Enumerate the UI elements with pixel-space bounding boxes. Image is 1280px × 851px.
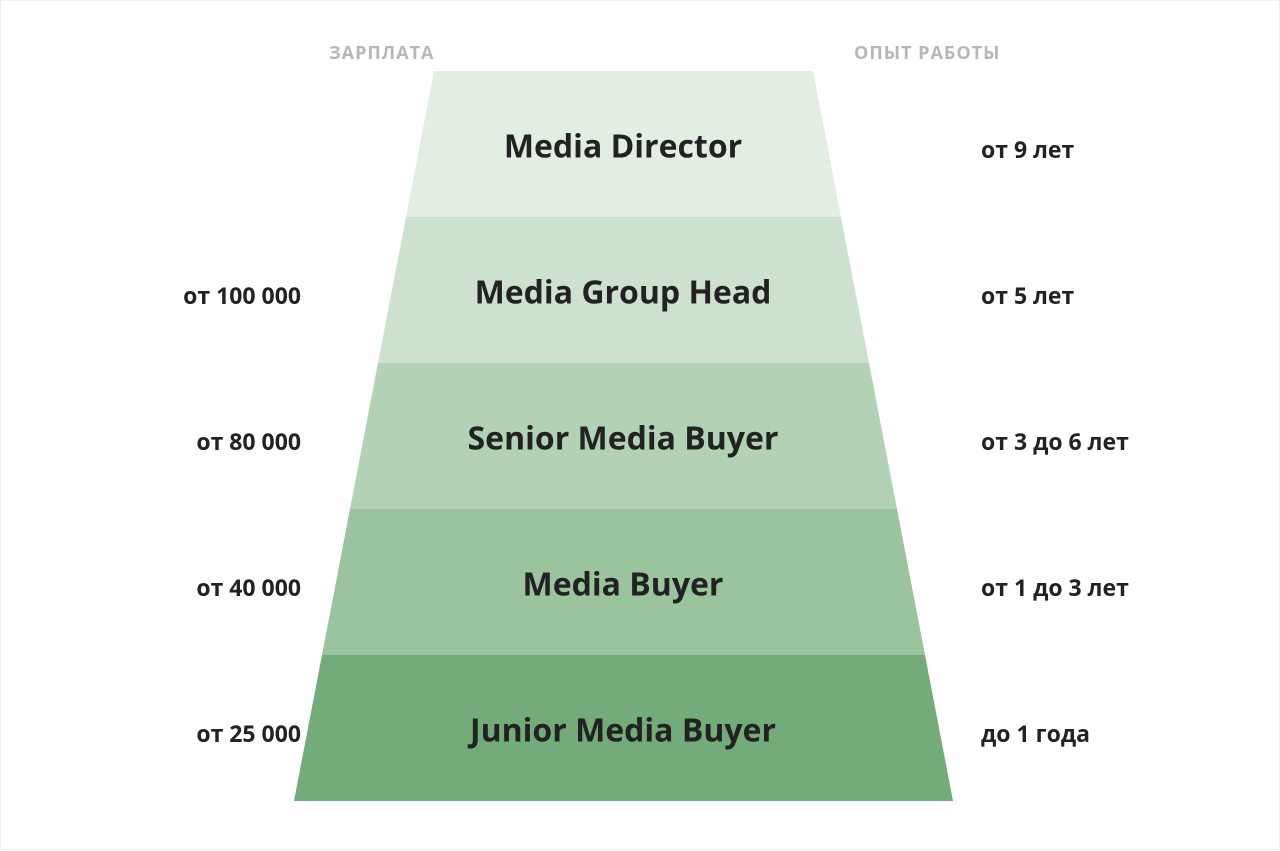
salary-2: от 80 000 (196, 425, 301, 457)
salary-4: от 25 000 (196, 717, 301, 749)
salary-3: от 40 000 (196, 571, 301, 603)
experience-4: до 1 года (981, 717, 1090, 749)
level-3-title: Media Buyer (523, 563, 724, 606)
experience-1: от 5 лет (981, 279, 1074, 311)
pyramid-diagram: ЗАРПЛАТА ОПЫТ РАБОТЫ Media Director Medi… (1, 1, 1280, 851)
level-0-title: Media Director (504, 125, 742, 168)
salary-1: от 100 000 (183, 279, 301, 311)
experience-0: от 9 лет (981, 133, 1074, 165)
level-2-title: Senior Media Buyer (468, 417, 779, 460)
experience-3: от 1 до 3 лет (981, 571, 1129, 603)
experience-2: от 3 до 6 лет (981, 425, 1129, 457)
level-1-title: Media Group Head (475, 271, 772, 314)
level-4-title: Junior Media Buyer (467, 709, 776, 752)
